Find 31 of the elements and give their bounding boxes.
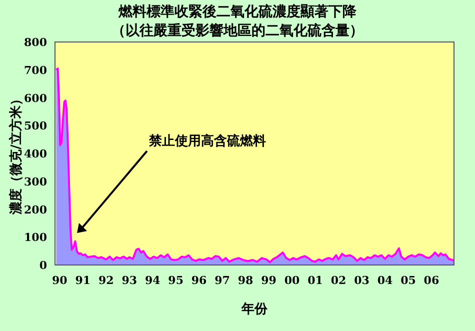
y-tick-label: 800 bbox=[24, 36, 48, 49]
x-tick-label: 02 bbox=[330, 274, 346, 287]
y-tick-label: 500 bbox=[24, 120, 48, 133]
chart-title: 燃料標準收緊後二氧化硫濃度顯著下降 bbox=[118, 3, 358, 20]
x-tick-label: 90 bbox=[52, 274, 68, 287]
x-tick-label: 06 bbox=[424, 274, 440, 287]
x-tick-label: 94 bbox=[144, 274, 161, 287]
x-tick-label: 99 bbox=[261, 274, 276, 287]
x-tick-label: 96 bbox=[191, 274, 208, 287]
y-tick-label: 100 bbox=[24, 231, 48, 244]
x-tick-label: 05 bbox=[400, 274, 416, 287]
x-tick-label: 01 bbox=[308, 274, 323, 287]
x-tick-label: 04 bbox=[377, 274, 393, 287]
y-tick-label: 600 bbox=[24, 92, 48, 105]
x-tick-label: 91 bbox=[75, 274, 91, 287]
x-tick-label: 97 bbox=[214, 274, 230, 287]
chart-subtitle: （以往嚴重受影響地區的二氧化硫含量） bbox=[112, 22, 364, 39]
y-tick-label: 400 bbox=[24, 148, 48, 160]
y-tick-label: 300 bbox=[24, 175, 48, 188]
x-tick-label: 95 bbox=[168, 274, 184, 287]
x-tick-label: 00 bbox=[284, 274, 300, 287]
y-tick-label: 700 bbox=[24, 64, 48, 77]
y-tick-label: 200 bbox=[24, 203, 48, 216]
y-axis-title: 濃度（微克/立方米） bbox=[8, 92, 24, 216]
x-axis-title: 年份 bbox=[240, 302, 268, 317]
y-tick-label: 0 bbox=[39, 259, 48, 272]
x-tick-label: 03 bbox=[354, 274, 370, 287]
x-tick-label: 98 bbox=[238, 274, 254, 287]
x-tick-label: 93 bbox=[122, 274, 138, 287]
annotation: 禁止使用高含硫燃料 bbox=[148, 133, 266, 149]
x-tick-label: 92 bbox=[98, 274, 114, 287]
